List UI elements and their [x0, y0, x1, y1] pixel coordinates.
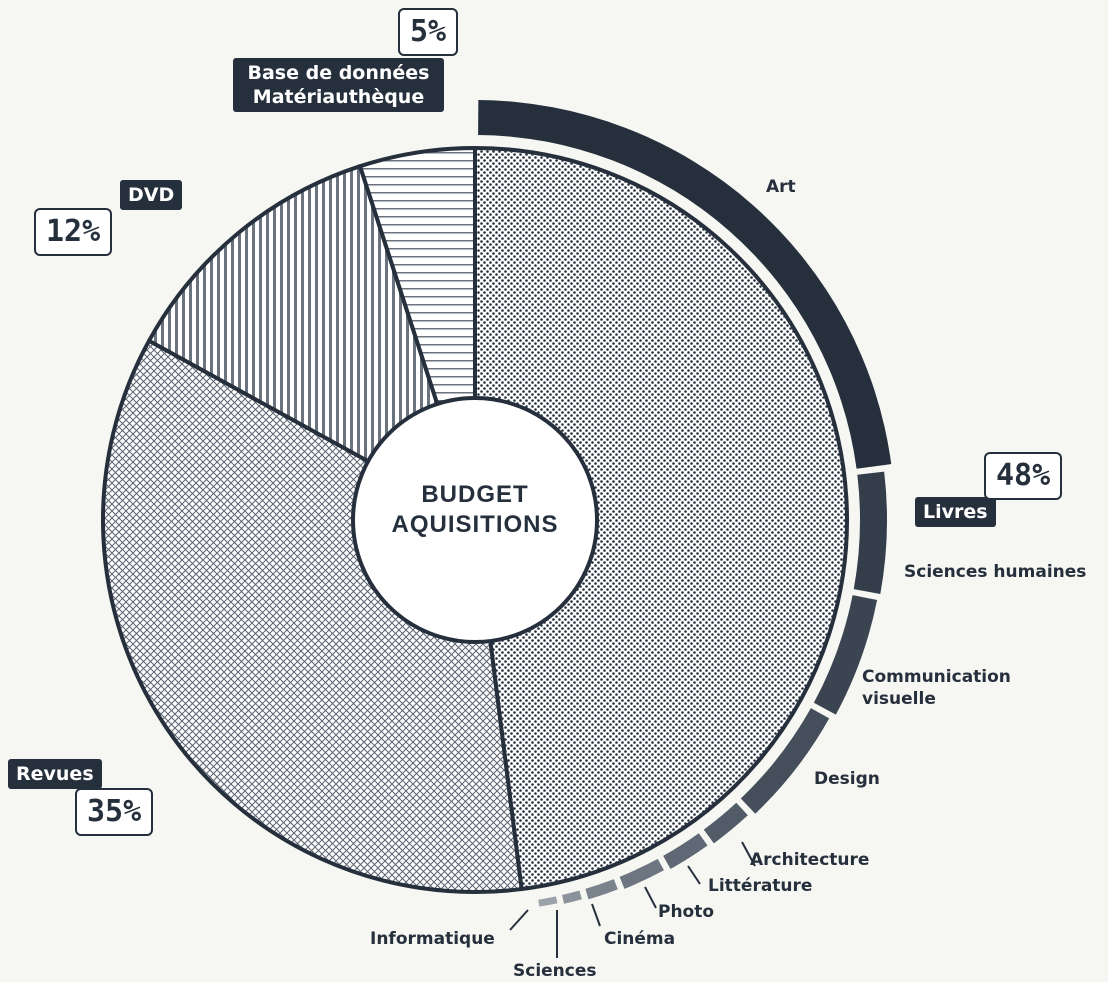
leader-line [687, 865, 701, 885]
ring-segment [538, 896, 558, 907]
subcategory-label: Sciences humaines [904, 562, 1087, 582]
value-label: 35% [75, 788, 154, 836]
ring-segment [813, 595, 878, 715]
subcategory-label: Photo [658, 902, 715, 922]
category-label: Livres [915, 497, 996, 527]
category-label: DVD [120, 180, 183, 210]
center-hole [351, 396, 599, 644]
subcategory-label: Art [766, 177, 796, 197]
subcategory-label: Communication visuelle [862, 667, 1011, 709]
subcategory-label: Informatique [370, 929, 495, 949]
ring-segment [619, 858, 664, 889]
pie-slice [101, 338, 524, 894]
subcategory-label: Sciences [513, 961, 597, 981]
leader-line [591, 903, 601, 927]
leader-line [644, 886, 657, 909]
leader-line [509, 909, 529, 931]
ring-segment [740, 708, 830, 814]
ring-segment [853, 471, 887, 594]
pie-slice [473, 146, 849, 892]
subcategory-label: Design [814, 769, 880, 789]
ring-segment [585, 879, 618, 900]
value-label: 5% [398, 8, 459, 56]
category-label: Base de données Matériauthèque [233, 58, 444, 112]
chart-title: BUDGET AQUISITIONS [391, 481, 559, 538]
category-label: Revues [8, 759, 102, 789]
value-label: 48% [984, 452, 1063, 500]
ring-segment [561, 890, 582, 904]
value-label: 12% [34, 208, 113, 256]
leader-line [741, 841, 756, 867]
subcategory-label: Littérature [708, 876, 813, 896]
subcategory-label: Cinéma [604, 929, 676, 949]
ring-segment [478, 100, 892, 469]
subcategory-label: Architecture [750, 850, 870, 870]
ring-segment [663, 833, 708, 869]
ring-segment [703, 802, 748, 844]
